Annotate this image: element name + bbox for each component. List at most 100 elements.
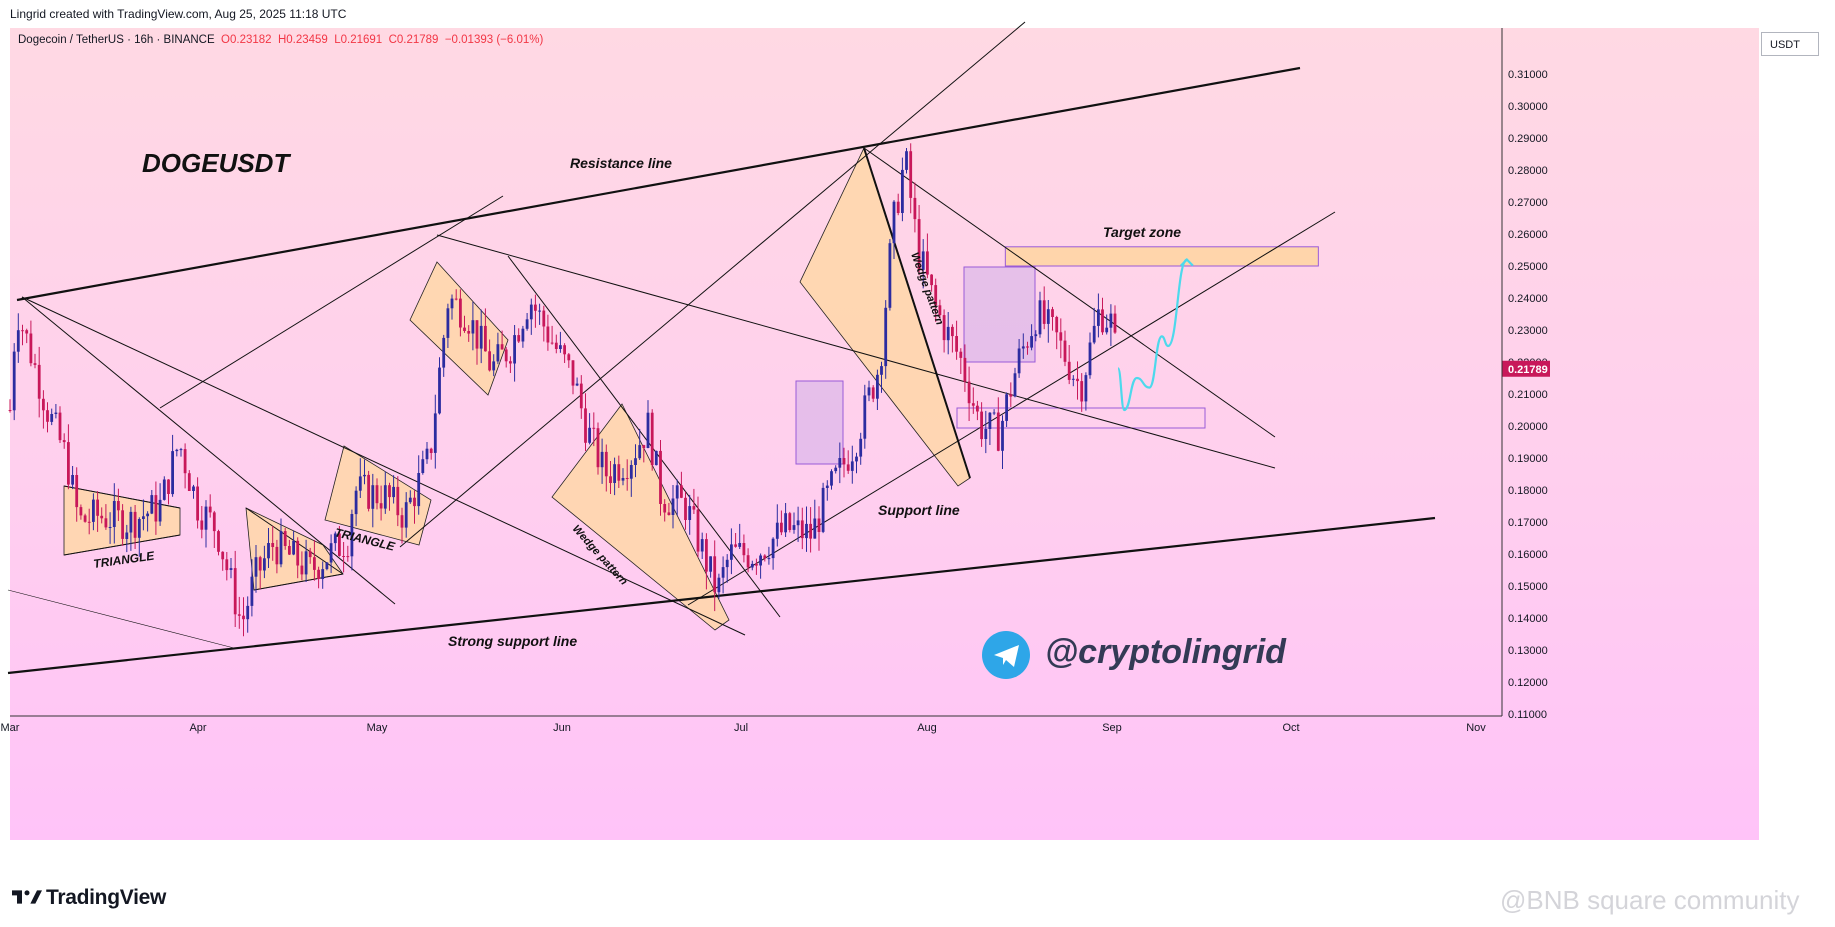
candle-body (1034, 334, 1038, 337)
candle-body (129, 511, 133, 533)
fan-line-7[interactable] (863, 147, 1276, 438)
candle-body (175, 449, 179, 452)
target-zone-box[interactable] (1004, 246, 1319, 267)
candle-body (709, 556, 712, 572)
support-line-label: Support line (878, 502, 960, 518)
candle-body (609, 476, 612, 483)
candle-body (104, 518, 108, 528)
candle-body (100, 515, 104, 519)
last-price-tag (1502, 360, 1550, 377)
created-by-text: Lingrid created with TradingView.com, Au… (10, 7, 347, 21)
candle-body (1001, 420, 1004, 451)
candle-body (559, 345, 562, 349)
candle-body (79, 507, 83, 516)
candle-body (621, 478, 625, 481)
candle-body (183, 449, 187, 474)
support-line[interactable] (687, 211, 1336, 606)
candle-body (75, 475, 79, 508)
candle-body (525, 319, 529, 329)
range-box-1[interactable] (795, 380, 844, 465)
candle-body (283, 531, 287, 546)
candle-body (554, 342, 558, 349)
handle-text[interactable]: @cryptolingrid (1045, 633, 1287, 671)
candle-body (996, 412, 1000, 451)
candle-body (896, 201, 900, 213)
candle-body (275, 546, 279, 565)
fan-line-6[interactable] (399, 21, 1026, 548)
candle-body (742, 543, 746, 556)
candle-body (780, 522, 783, 533)
candle-body (413, 497, 416, 507)
candle-body (921, 251, 925, 270)
candle-body (1092, 325, 1096, 343)
candle-body (62, 440, 66, 443)
flag-1-shape[interactable] (409, 261, 509, 396)
candle-body (1097, 309, 1100, 326)
candle-body (454, 298, 458, 300)
candle-body (730, 544, 733, 560)
fan-line-1[interactable] (21, 296, 396, 605)
y-tick-label: 0.26000 (1508, 229, 1548, 241)
candle-body (42, 398, 45, 411)
candle-body (817, 518, 821, 532)
candle-body (488, 351, 491, 371)
y-tick-label: 0.16000 (1508, 549, 1548, 561)
wedge-1-shape[interactable] (551, 403, 730, 631)
candle-body (692, 506, 696, 510)
y-tick-label: 0.14000 (1508, 613, 1548, 625)
candle-body (329, 543, 333, 563)
candle-body (680, 485, 683, 498)
candle-body (158, 499, 162, 522)
candle-body (971, 403, 975, 406)
symbol-name[interactable]: Dogecoin / TetherUS · 16h · BINANCE (18, 34, 215, 46)
projection-arrowhead (1180, 258, 1194, 267)
candle-body (763, 555, 767, 559)
tradingview-brand[interactable]: TradingView (12, 886, 166, 910)
candle-body (538, 310, 541, 312)
candle-body (83, 515, 87, 522)
candle-body (917, 219, 921, 270)
candle-body (892, 201, 896, 244)
strong-support-line[interactable] (7, 516, 1436, 675)
footer (0, 868, 1835, 927)
candle-body (296, 540, 300, 566)
fan-line-5[interactable] (507, 255, 781, 618)
candle-body (963, 357, 967, 382)
y-tick-label: 0.24000 (1508, 293, 1548, 305)
candle-body (1042, 300, 1046, 324)
candle-body (855, 456, 858, 462)
candle-body (1051, 309, 1054, 317)
fan-line-3[interactable] (159, 195, 504, 409)
fan-line-4[interactable] (436, 234, 1276, 469)
symbol-ohlc-legend[interactable]: Dogecoin / TetherUS · 16h · BINANCE O0.2… (18, 34, 543, 46)
candle-body (629, 465, 633, 479)
candle-body (604, 451, 608, 477)
triangle-2-bottom[interactable] (253, 573, 344, 591)
candle-body (459, 298, 462, 328)
candle-body (54, 412, 58, 414)
entry-zone-box[interactable] (956, 407, 1206, 429)
candle-body (867, 387, 871, 396)
candle-body (534, 304, 537, 311)
candle-body (926, 251, 929, 275)
currency-unit-button[interactable]: USDT (1761, 32, 1819, 56)
y-tick-label: 0.18000 (1508, 485, 1548, 497)
y-tick-label: 0.12000 (1508, 677, 1548, 689)
candle-body (242, 615, 245, 620)
candle-body (225, 559, 229, 571)
candle-body (29, 333, 33, 364)
fan-line-2[interactable] (21, 296, 746, 636)
candle-body (371, 485, 375, 509)
candle-body (12, 351, 16, 411)
wedge-2-edge[interactable] (863, 147, 971, 479)
candle-body (146, 513, 149, 517)
fan-line-8[interactable] (7, 589, 235, 649)
watermark-text: @BNB square community (1500, 885, 1800, 915)
candle-body (992, 412, 996, 414)
candle-body (717, 577, 721, 593)
triangle-1-bottom[interactable] (63, 534, 181, 556)
projection-path[interactable] (1116, 258, 1188, 412)
candle-body (955, 336, 958, 352)
resistance-line[interactable] (16, 66, 1301, 302)
